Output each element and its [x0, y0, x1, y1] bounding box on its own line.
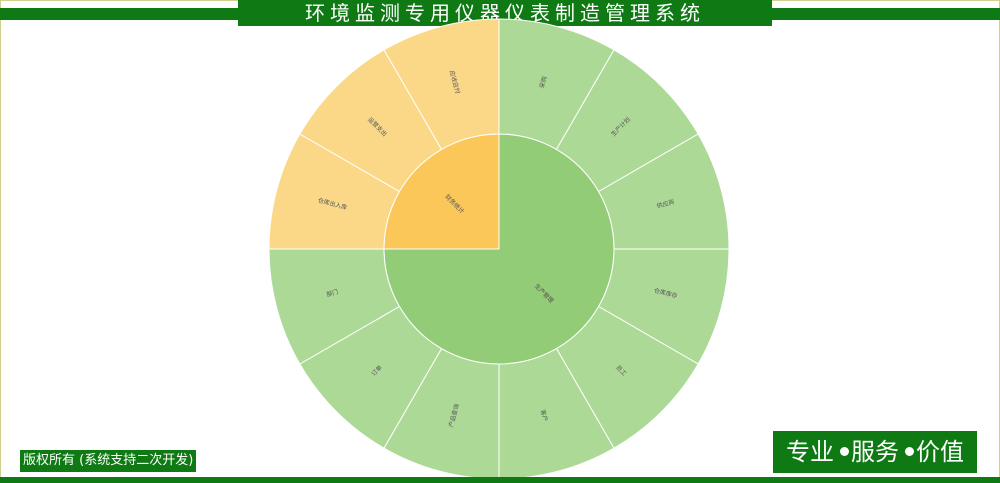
sunburst-outer-label: 采购	[538, 75, 549, 89]
bullet-dot-icon	[905, 446, 914, 456]
slogan-item-professional: 专业	[786, 438, 834, 466]
slogan-item-service: 服务	[851, 438, 899, 466]
sunburst-outer-label: 客户	[539, 409, 550, 423]
footer-bar	[0, 477, 1000, 483]
sunburst-outer-segment[interactable]	[383, 18, 500, 151]
slogan-item-value: 价值	[916, 438, 964, 466]
bullet-dot-icon	[840, 446, 849, 456]
page-title: 环境监测专用仪器仪表制造管理系统	[238, 0, 772, 26]
copyright-label: 版权所有 (系统支持二次开发)	[20, 450, 197, 472]
sunburst-outer-label: 部门	[325, 288, 339, 299]
slogan-banner: 专业 服务 价值	[773, 431, 977, 473]
